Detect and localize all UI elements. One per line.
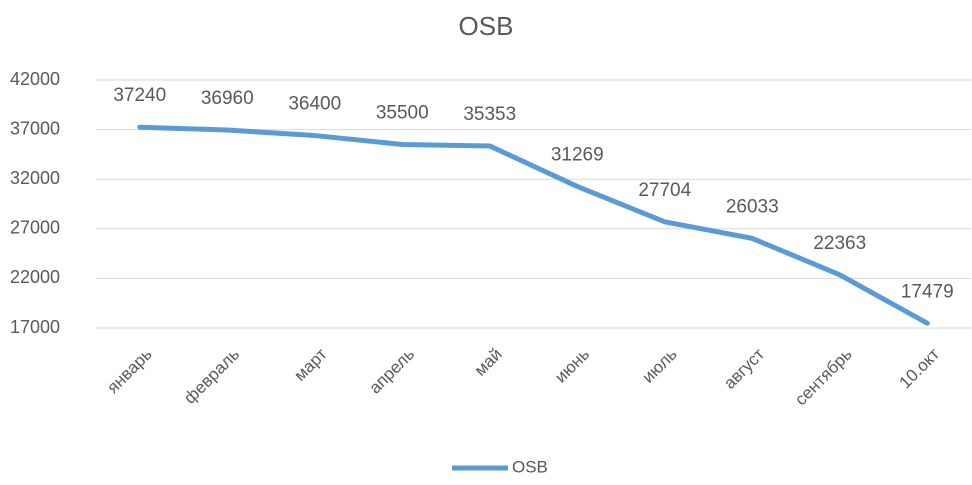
y-tick-label: 27000 xyxy=(10,218,60,238)
x-tick-label: февраль xyxy=(180,344,243,407)
data-label: 35500 xyxy=(376,102,429,123)
x-tick-label: апрель xyxy=(365,344,418,397)
y-tick-label: 42000 xyxy=(10,69,60,89)
legend-label: OSB xyxy=(512,457,548,476)
data-label: 26033 xyxy=(726,196,779,217)
y-tick-label: 32000 xyxy=(10,168,60,188)
data-label: 22363 xyxy=(813,233,866,254)
x-tick-label: июль xyxy=(639,344,681,386)
data-label: 37240 xyxy=(113,85,166,106)
data-label: 27704 xyxy=(638,180,691,201)
x-tick-label: январь xyxy=(103,344,156,397)
data-label: 31269 xyxy=(551,144,604,165)
x-tick-label: июнь xyxy=(551,344,593,386)
data-label: 36960 xyxy=(201,88,254,109)
data-label: 35353 xyxy=(463,104,516,125)
data-label: 36400 xyxy=(288,94,341,115)
x-tick-label: август xyxy=(720,344,768,392)
x-tick-label: сентябрь xyxy=(791,344,856,409)
line xyxy=(137,124,930,326)
chart-title: OSB xyxy=(459,11,514,41)
y-tick-label: 22000 xyxy=(10,267,60,287)
y-tick-label: 37000 xyxy=(10,118,60,138)
x-tick-label: май xyxy=(471,345,506,380)
y-tick-label: 17000 xyxy=(10,317,60,337)
x-tick-label: март xyxy=(290,344,330,384)
x-tick-label: 10.окт xyxy=(896,344,944,392)
data-label: 17479 xyxy=(901,281,954,302)
